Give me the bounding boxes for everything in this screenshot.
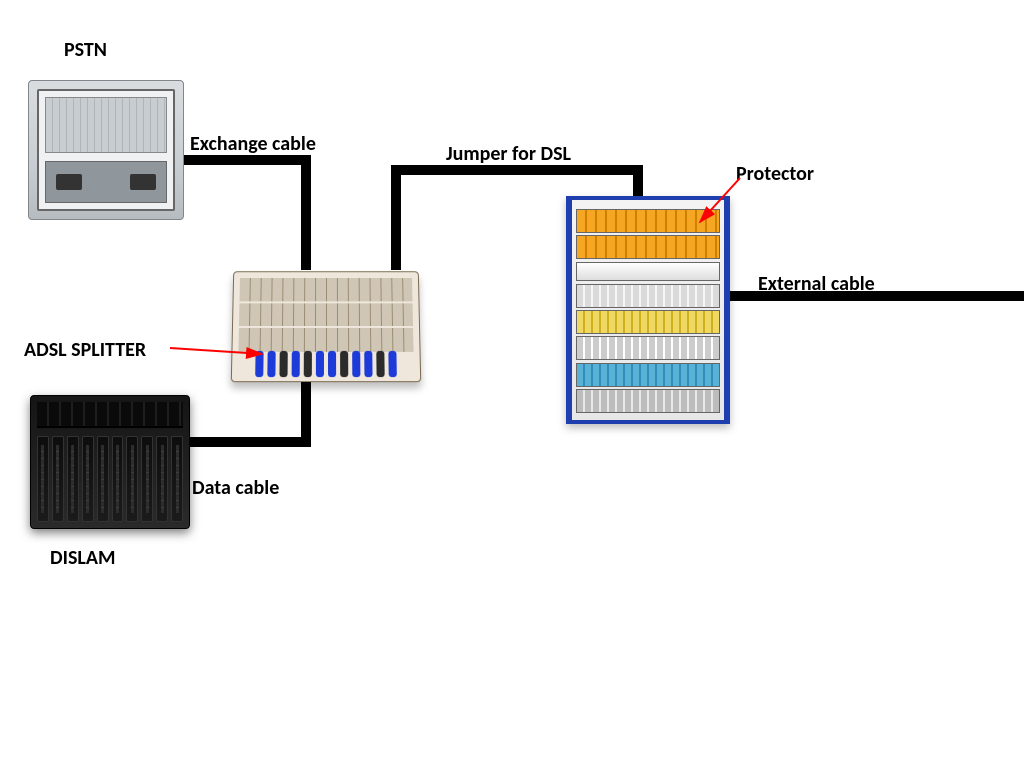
- adsl-splitter-device: [232, 270, 420, 382]
- label-protector: Protector: [736, 162, 814, 186]
- label-external: External cable: [758, 272, 875, 296]
- label-adsl-splitter: ADSL SPLITTER: [24, 338, 146, 362]
- dslam-device: [30, 395, 190, 529]
- label-pstn: PSTN: [64, 38, 107, 62]
- splitter-jumpers: [238, 348, 414, 377]
- label-dslam: DISLAM: [50, 546, 115, 570]
- protector-device: [566, 196, 730, 424]
- cable-exchange: [184, 160, 306, 270]
- label-exchange: Exchange cable: [190, 132, 316, 156]
- pstn-device: [28, 80, 184, 220]
- splitter-rows: [238, 278, 413, 352]
- cable-data: [190, 382, 306, 442]
- label-data-cable: Data cable: [192, 476, 279, 500]
- dslam-slots: [37, 436, 183, 522]
- label-jumper: Jumper for DSL: [446, 142, 571, 166]
